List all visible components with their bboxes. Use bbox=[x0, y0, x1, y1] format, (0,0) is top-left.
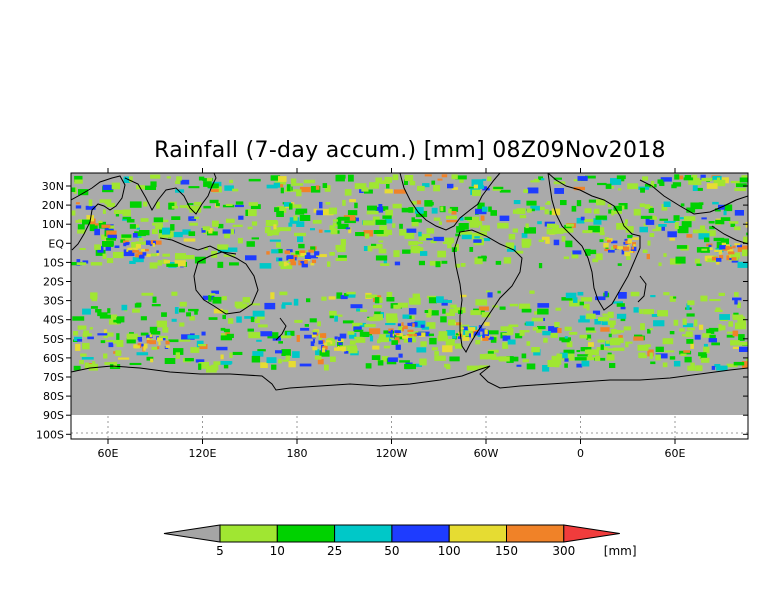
coast-east-asia-right bbox=[711, 225, 748, 245]
colorbar-segment bbox=[391, 524, 450, 543]
colorbar-label: 10 bbox=[270, 544, 285, 558]
coast-north-america bbox=[399, 173, 501, 231]
colorbar-label: 5 bbox=[216, 544, 224, 558]
lon-label: 120W bbox=[376, 447, 408, 460]
lat-label: 10S bbox=[43, 256, 64, 269]
colorbar-segment bbox=[276, 524, 336, 543]
lon-label: 60E bbox=[665, 447, 686, 460]
lat-label: 30N bbox=[42, 180, 64, 193]
longitude-axis: 60E 120E 180 120W 60W 0 60E bbox=[98, 168, 686, 460]
coast-south-america bbox=[453, 229, 523, 353]
lon-label: 60W bbox=[474, 447, 499, 460]
map-plot-area bbox=[70, 172, 749, 440]
lon-label: 60E bbox=[98, 447, 119, 460]
lon-gridlines bbox=[107, 416, 676, 439]
lon-label: 0 bbox=[577, 447, 584, 460]
coast-africa-right bbox=[547, 173, 641, 311]
coast-antarctica bbox=[71, 365, 748, 391]
coast-new-zealand bbox=[275, 317, 287, 341]
lat-label: 60S bbox=[43, 352, 64, 365]
map-frame bbox=[70, 172, 749, 440]
colorbar-segment bbox=[506, 524, 565, 543]
colorbar-segment bbox=[219, 524, 278, 543]
colorbar-label: 300 bbox=[552, 544, 575, 558]
coast-madagascar bbox=[637, 275, 647, 303]
lon-label: 120E bbox=[189, 447, 217, 460]
lat-label: 50S bbox=[43, 333, 64, 346]
lat-label: 70S bbox=[43, 371, 64, 384]
lat-label: 30S bbox=[43, 295, 64, 308]
colorbar-segment bbox=[563, 524, 620, 543]
colorbar-label: 150 bbox=[495, 544, 518, 558]
lat-label: 80S bbox=[43, 390, 64, 403]
colorbar-segment bbox=[448, 524, 508, 543]
colorbar-segment bbox=[334, 524, 393, 543]
coastlines bbox=[71, 173, 748, 391]
coast-africa-left bbox=[71, 175, 126, 251]
lat-label: EQ bbox=[48, 237, 64, 250]
colorbar-label: 100 bbox=[438, 544, 461, 558]
rain-patches bbox=[71, 174, 748, 373]
lat-label: 10N bbox=[42, 218, 64, 231]
colorbar-segment bbox=[163, 524, 221, 543]
lat-label: 40S bbox=[43, 314, 64, 327]
colorbar-label: 25 bbox=[327, 544, 342, 558]
colorbar-label: 50 bbox=[384, 544, 399, 558]
lon-label: 180 bbox=[287, 447, 308, 460]
colorbar-unit: [mm] bbox=[604, 544, 637, 558]
latitude-axis: 30N 20N 10N EQ 10S 20S 30S 40S 50S 60S 70S 80S 90S 10… bbox=[36, 180, 748, 441]
coast-asia-right bbox=[639, 179, 748, 215]
lat-label: 90S bbox=[43, 409, 64, 422]
lat-label: 100S bbox=[36, 428, 64, 441]
lat-label: 20S bbox=[43, 276, 64, 289]
lat-label: 20N bbox=[42, 199, 64, 212]
map-title: Rainfall (7-day accum.) [mm] 08Z09Nov201… bbox=[154, 138, 666, 163]
coast-australia bbox=[193, 251, 259, 315]
colorbar: 5 10 25 50 100 150 300 [mm] bbox=[163, 524, 637, 558]
coast-asia bbox=[124, 173, 217, 215]
